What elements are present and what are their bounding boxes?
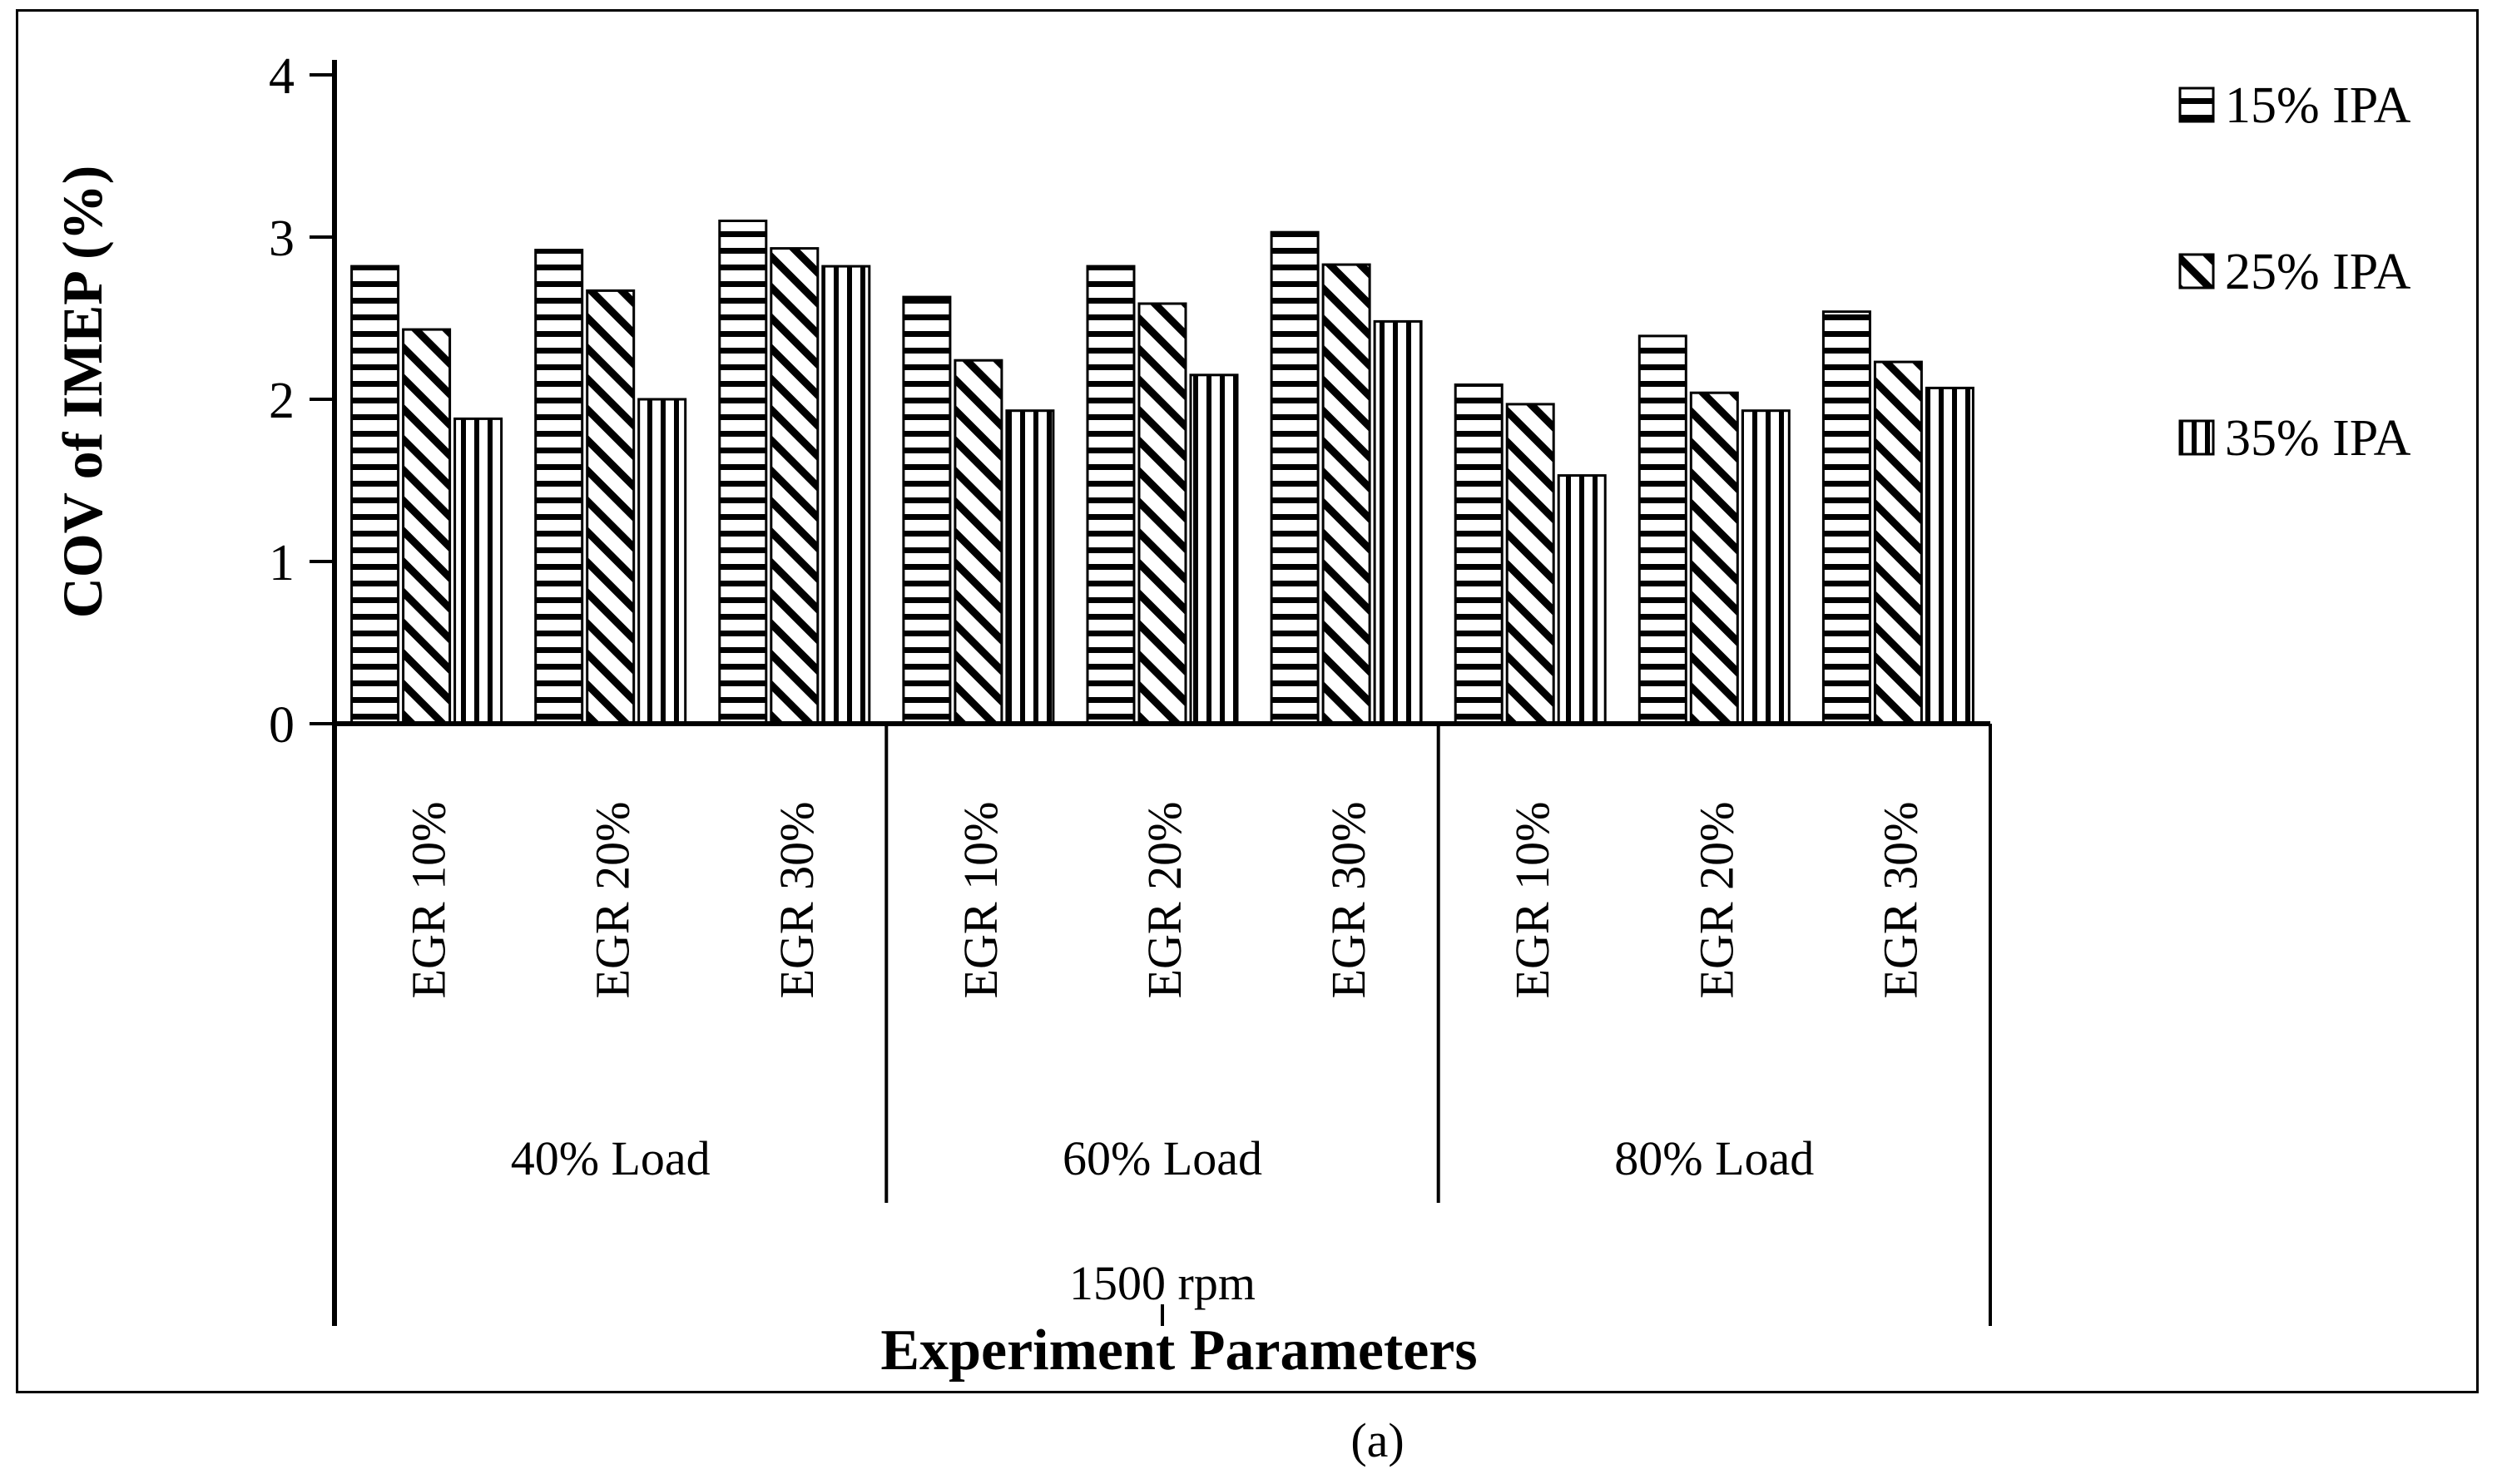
- category-label: EGR 30%: [1321, 802, 1375, 999]
- category-label: EGR 20%: [1137, 802, 1192, 999]
- bar: [1637, 334, 1687, 725]
- y-tick-label: 2: [269, 373, 295, 429]
- bar: [586, 289, 636, 725]
- bar: [1321, 263, 1371, 725]
- legend-item: 25% IPA: [2178, 244, 2411, 300]
- bar: [1454, 383, 1504, 725]
- speed-label: 1500 rpm: [1069, 1256, 1256, 1310]
- category-label: EGR 30%: [770, 802, 824, 999]
- bar: [1689, 391, 1739, 725]
- bar: [770, 247, 820, 725]
- bar: [1005, 409, 1055, 725]
- category-label: EGR 10%: [1505, 802, 1559, 999]
- category-label: EGR 10%: [402, 802, 456, 999]
- bar: [821, 265, 871, 725]
- bar: [1137, 302, 1187, 725]
- bar: [1189, 373, 1239, 725]
- legend-swatch-vertical-stripes: [2178, 419, 2215, 456]
- bar: [402, 328, 452, 725]
- category-label: EGR 30%: [1873, 802, 1927, 999]
- figure-caption: (a): [1350, 1413, 1405, 1467]
- bar: [637, 398, 687, 725]
- bar: [1557, 474, 1607, 725]
- legend-swatch-horizontal-stripes: [2178, 87, 2215, 123]
- bar: [350, 265, 400, 725]
- figure-border: 0 1 2 3 4 EGR 10% EGR 20% EGR 30% EGR 10% EGR 20%…: [16, 9, 2479, 1393]
- load-group-label: 80% Load: [1614, 1131, 1814, 1185]
- y-axis-title: COV of IMEP (%): [51, 166, 114, 619]
- x-axis-title: Experiment Parameters: [880, 1318, 1477, 1383]
- y-tick-label: 0: [269, 697, 295, 754]
- y-tick-label: 3: [269, 210, 295, 267]
- chart-content: 0 1 2 3 4 EGR 10% EGR 20% EGR 30% EGR 10% EGR 20%…: [51, 48, 2411, 1383]
- bar: [534, 249, 584, 725]
- legend-label: 25% IPA: [2225, 244, 2411, 300]
- y-tick-label: 1: [269, 535, 295, 591]
- bar-chart: 0 1 2 3 4 EGR 10% EGR 20% EGR 30% EGR 10% EGR 20%…: [51, 48, 2411, 1383]
- bar: [1741, 409, 1791, 725]
- legend-item: 15% IPA: [2178, 77, 2411, 134]
- legend-item: 35% IPA: [2178, 410, 2411, 467]
- load-group-label: 60% Load: [1063, 1131, 1262, 1185]
- bar: [1873, 360, 1923, 725]
- bar: [1925, 386, 1974, 725]
- bar: [1373, 319, 1423, 725]
- load-group-label: 40% Load: [511, 1131, 711, 1185]
- bar: [1086, 265, 1136, 725]
- category-label: EGR 20%: [1689, 802, 1743, 999]
- bar: [902, 295, 952, 725]
- bar: [453, 417, 503, 725]
- bar: [718, 220, 768, 725]
- bar: [1270, 230, 1320, 725]
- legend-swatch-diagonal-stripes: [2178, 253, 2215, 289]
- category-label: EGR 10%: [954, 802, 1008, 999]
- y-tick-label: 4: [269, 48, 295, 105]
- bar: [1821, 310, 1871, 725]
- bar: [954, 359, 1003, 725]
- category-label: EGR 20%: [586, 802, 640, 999]
- legend-label: 15% IPA: [2225, 77, 2411, 134]
- legend-label: 35% IPA: [2225, 410, 2411, 467]
- bar: [1505, 403, 1555, 725]
